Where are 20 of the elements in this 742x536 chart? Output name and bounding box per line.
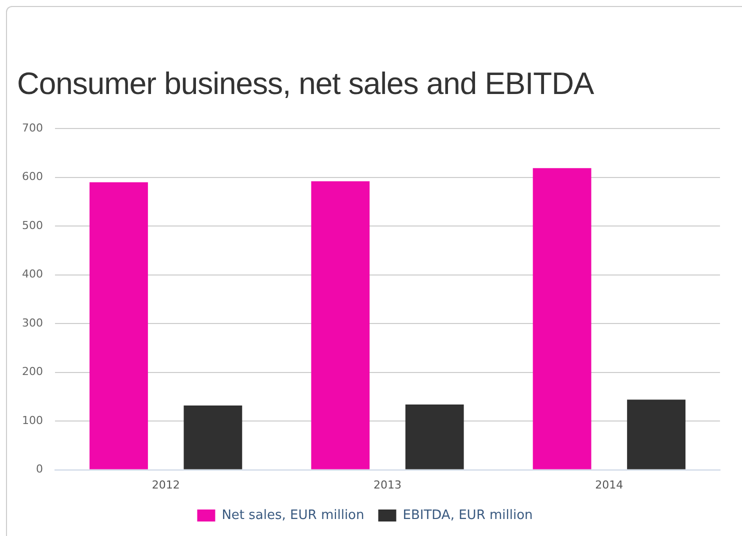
bar <box>532 168 592 470</box>
bar <box>90 182 148 470</box>
y-tick-label: 200 <box>22 365 43 378</box>
bar <box>184 405 242 470</box>
y-tick-label: 100 <box>22 414 43 427</box>
bar <box>311 181 370 470</box>
x-tick-label: 2014 <box>595 478 624 492</box>
legend-label: EBITDA, EUR million <box>402 508 533 523</box>
y-tick-label: 400 <box>22 268 43 281</box>
y-tick-label: 500 <box>22 218 43 232</box>
y-tick-label: 700 <box>22 121 43 134</box>
x-tick-label: 2012 <box>152 478 180 492</box>
bar <box>627 400 686 470</box>
y-tick-label: 600 <box>22 170 43 184</box>
bar <box>405 404 464 470</box>
chart-title: Consumer business, net sales and EBITDA <box>17 66 594 102</box>
legend-label: Net sales, EUR million <box>222 508 364 523</box>
x-tick-label: 2013 <box>374 478 402 492</box>
y-tick-label: 0 <box>36 462 43 476</box>
y-tick-label: 300 <box>22 316 43 330</box>
